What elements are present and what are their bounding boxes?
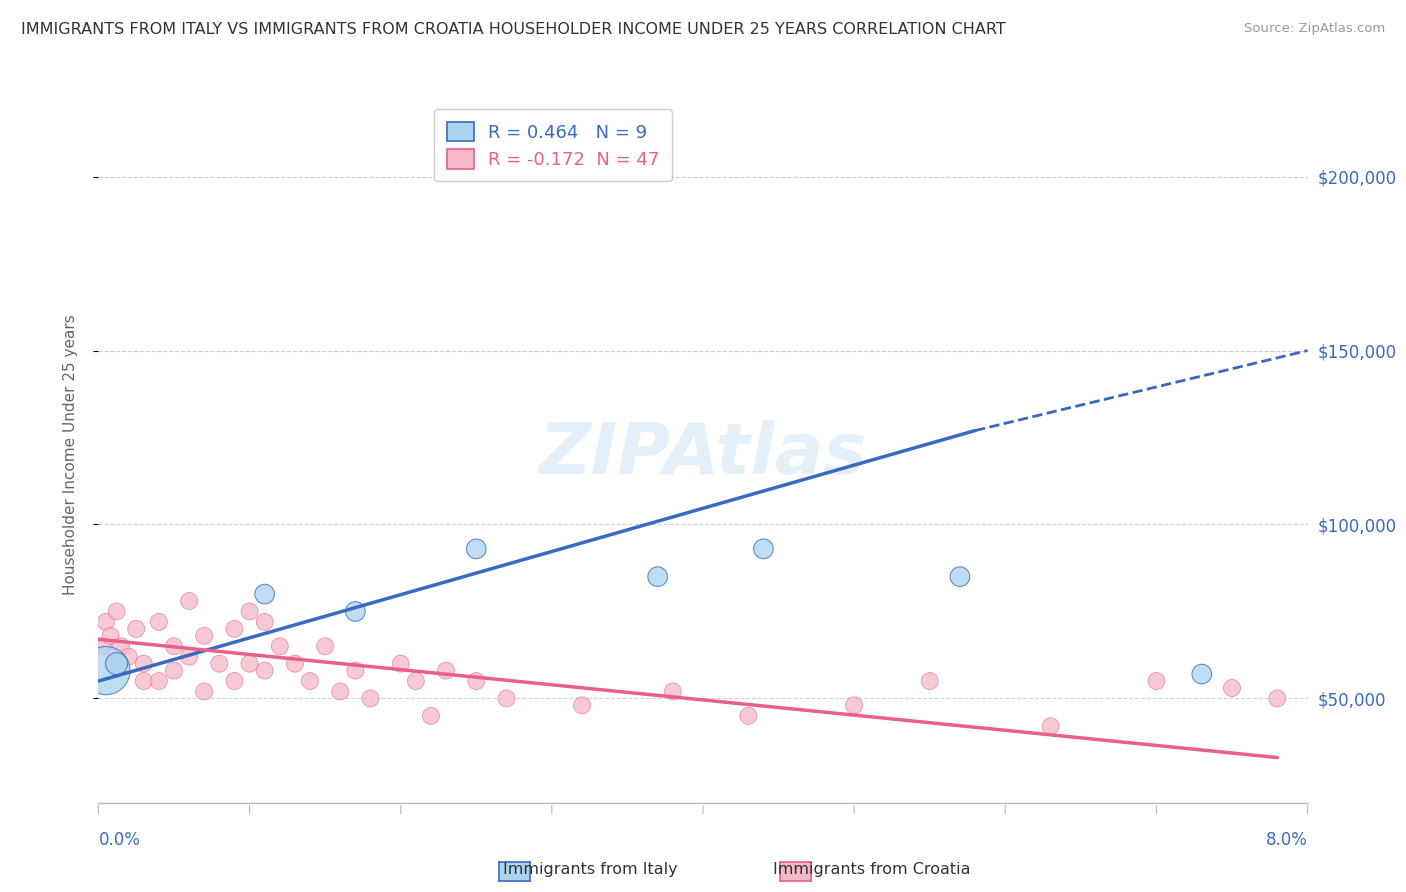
Point: [179, 594, 201, 608]
Text: 8.0%: 8.0%: [1265, 830, 1308, 848]
Point: [148, 674, 170, 689]
Point: [224, 674, 246, 689]
Point: [918, 674, 941, 689]
Point: [737, 708, 759, 723]
Point: [91, 639, 114, 653]
Point: [163, 664, 186, 678]
Point: [284, 657, 307, 671]
Text: ZIPAtlas: ZIPAtlas: [538, 420, 868, 490]
Point: [193, 684, 215, 698]
Point: [105, 657, 128, 671]
Point: [465, 674, 488, 689]
Point: [118, 649, 141, 664]
Point: [465, 541, 488, 556]
Point: [1146, 674, 1168, 689]
Point: [224, 622, 246, 636]
Point: [1267, 691, 1289, 706]
Point: [389, 657, 412, 671]
Point: [148, 615, 170, 629]
Text: Immigrants from Croatia: Immigrants from Croatia: [773, 863, 970, 877]
Text: Immigrants from Italy: Immigrants from Italy: [503, 863, 678, 877]
Point: [344, 664, 367, 678]
Point: [1039, 719, 1062, 733]
Point: [420, 708, 443, 723]
Point: [94, 615, 117, 629]
Point: [344, 605, 367, 619]
Point: [1220, 681, 1243, 695]
Point: [253, 587, 276, 601]
Point: [571, 698, 593, 713]
Point: [253, 664, 276, 678]
Point: [105, 605, 128, 619]
Point: [844, 698, 866, 713]
Point: [405, 674, 427, 689]
Point: [239, 657, 262, 671]
Point: [132, 657, 155, 671]
Point: [949, 570, 972, 584]
Point: [103, 657, 125, 671]
Point: [193, 629, 215, 643]
Point: [314, 639, 336, 653]
Point: [752, 541, 775, 556]
Point: [329, 684, 352, 698]
Point: [253, 615, 276, 629]
Point: [647, 570, 669, 584]
Point: [662, 684, 685, 698]
Point: [434, 664, 457, 678]
Point: [110, 639, 132, 653]
Point: [132, 674, 155, 689]
Text: 0.0%: 0.0%: [98, 830, 141, 848]
Text: IMMIGRANTS FROM ITALY VS IMMIGRANTS FROM CROATIA HOUSEHOLDER INCOME UNDER 25 YEA: IMMIGRANTS FROM ITALY VS IMMIGRANTS FROM…: [21, 22, 1005, 37]
Point: [163, 639, 186, 653]
Point: [1191, 667, 1213, 681]
Point: [269, 639, 291, 653]
Point: [239, 605, 262, 619]
Point: [495, 691, 517, 706]
Point: [94, 664, 117, 678]
Point: [208, 657, 231, 671]
Y-axis label: Householder Income Under 25 years: Householder Income Under 25 years: [63, 315, 77, 595]
Point: [179, 649, 201, 664]
Point: [360, 691, 382, 706]
Legend: R = 0.464   N = 9, R = -0.172  N = 47: R = 0.464 N = 9, R = -0.172 N = 47: [434, 109, 672, 181]
Text: Source: ZipAtlas.com: Source: ZipAtlas.com: [1244, 22, 1385, 36]
Point: [125, 622, 148, 636]
Point: [100, 629, 122, 643]
Point: [299, 674, 322, 689]
